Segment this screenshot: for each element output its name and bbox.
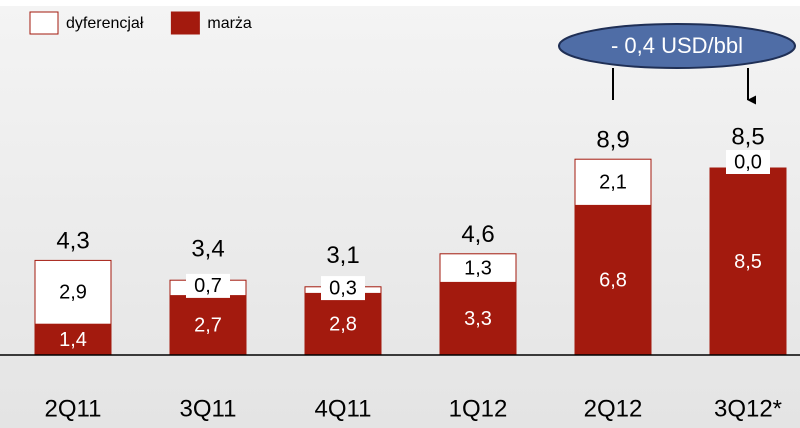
- segment-label-box: [186, 273, 230, 298]
- total-label: 3,1: [326, 242, 359, 269]
- segment-label-box: [321, 276, 365, 301]
- segment-label: 0,3: [329, 277, 357, 299]
- legend-label: dyferencjał: [66, 15, 144, 32]
- legend-swatch: [29, 11, 59, 35]
- top-strip: [0, 0, 800, 6]
- segment-label: 2,8: [329, 313, 357, 335]
- bar-segment: [169, 295, 247, 356]
- segment-label: 6,8: [599, 269, 627, 291]
- x-tick-label: 1Q12: [449, 395, 508, 422]
- segment-label-box: [591, 170, 635, 195]
- bar-segment: [304, 292, 382, 356]
- total-label: 4,6: [461, 221, 494, 248]
- segment-label: 1,4: [59, 329, 87, 351]
- segment-label: 0,7: [194, 275, 222, 297]
- total-label: 8,9: [596, 127, 629, 154]
- annotation-bubble: [558, 23, 796, 69]
- total-label: 3,4: [191, 236, 224, 263]
- x-tick-label: 3Q12*: [714, 395, 782, 422]
- annotation: - 0,4 USD/bbl: [611, 33, 743, 58]
- bar-segment: [574, 204, 652, 356]
- x-tick-label: 2Q12: [584, 395, 643, 422]
- segment-label: 3,3: [464, 308, 492, 330]
- legend-swatch: [170, 11, 200, 35]
- x-tick-label: 2Q11: [45, 395, 102, 422]
- total-label: 4,3: [56, 228, 89, 255]
- bar-segment: [709, 167, 787, 356]
- bar-segment: [439, 281, 517, 356]
- segment-label-box: [456, 256, 500, 281]
- x-tick-label: 4Q11: [315, 395, 372, 422]
- segment-label: 0,0: [734, 151, 762, 173]
- segment-label: 1,3: [464, 257, 492, 279]
- segment-label: 2,7: [194, 315, 222, 337]
- segment-label: 8,5: [734, 251, 762, 273]
- segment-label-box: [726, 150, 770, 174]
- segment-label-box: [51, 280, 95, 305]
- bar-segment: [34, 323, 112, 356]
- x-tick-label: 3Q11: [180, 395, 237, 422]
- segment-label: 2,9: [59, 282, 87, 304]
- segment-label: 2,1: [599, 172, 627, 194]
- total-label: 8,5: [731, 123, 764, 150]
- legend-label: marża: [207, 15, 252, 32]
